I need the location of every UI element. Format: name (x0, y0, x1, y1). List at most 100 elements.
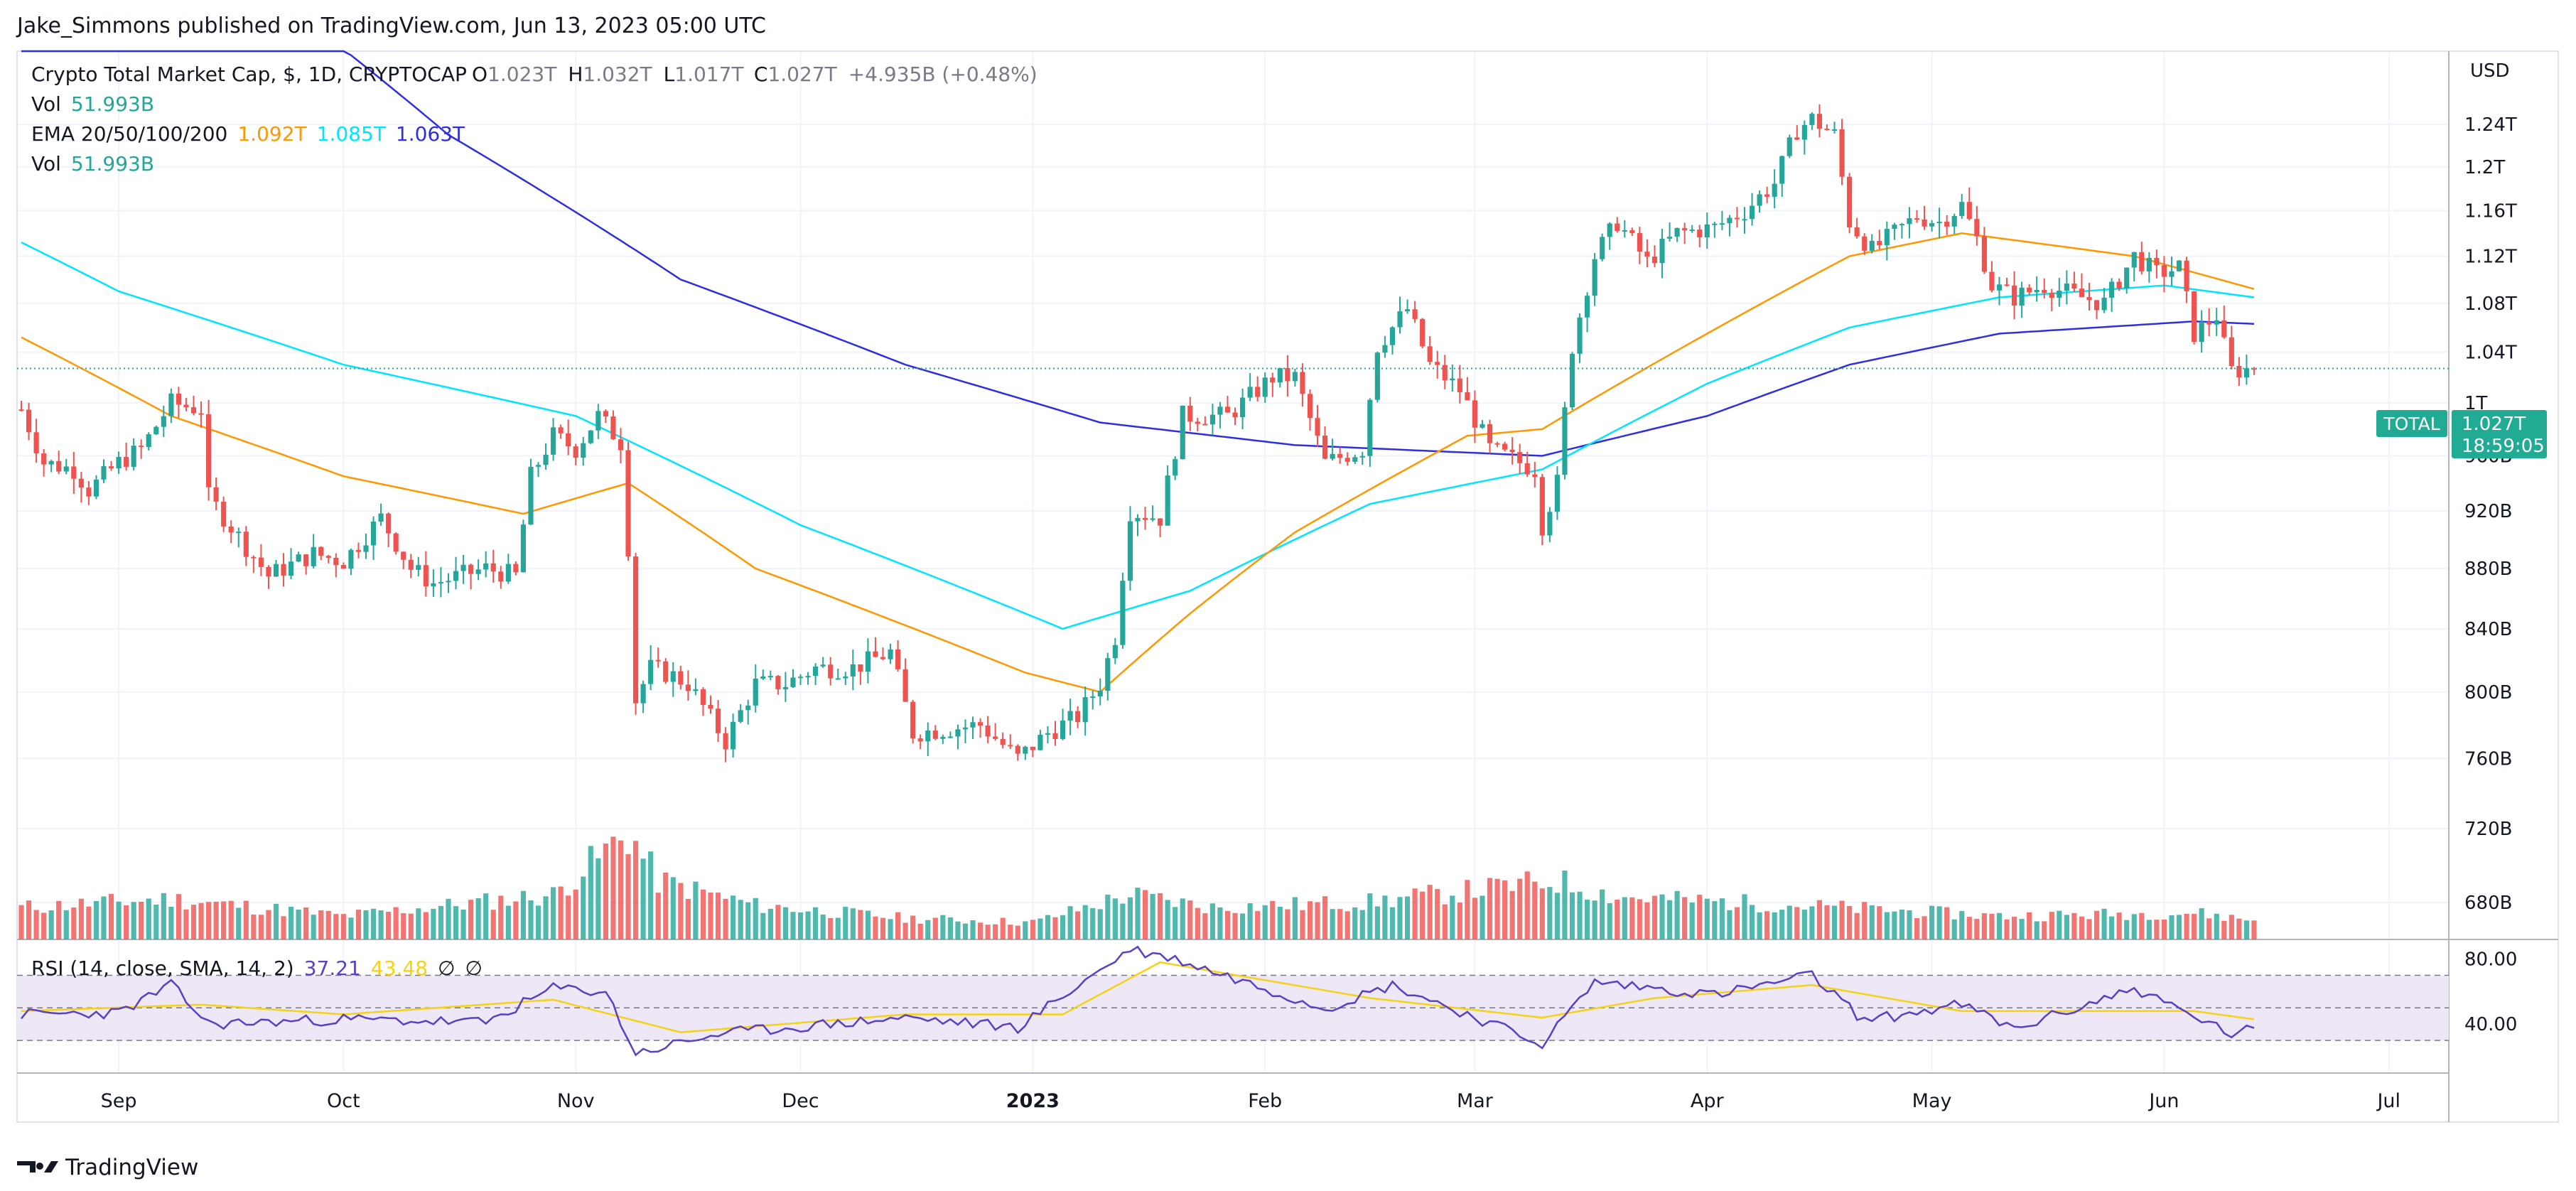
candle-body (738, 710, 743, 722)
candle-body (1892, 225, 1897, 230)
candle-body (640, 684, 646, 704)
volume-bar (1337, 909, 1343, 939)
candle-body (1907, 218, 1912, 225)
volume-bar (266, 910, 271, 939)
candle-body (1674, 227, 1680, 237)
volume-bar (723, 898, 728, 939)
volume-bar (588, 846, 593, 939)
volume-bar (41, 912, 47, 939)
volume-bar (2079, 916, 2085, 939)
price-tag-value: 1.027T (2462, 414, 2526, 435)
volume-bar (505, 905, 511, 939)
candle-body (490, 563, 496, 572)
candle-body (1480, 424, 1485, 428)
candle-body (2034, 289, 2039, 293)
candle-body (910, 701, 916, 739)
candle-body (1000, 738, 1006, 745)
volume-bar (483, 893, 489, 939)
volume-bar (625, 853, 631, 939)
volume-bar (1779, 910, 1785, 939)
candle-body (124, 457, 129, 467)
candle-body (625, 450, 631, 557)
candle-body (2214, 320, 2219, 325)
last-price-tag[interactable]: TOTAL 1.027T 18:59:05 (2376, 410, 2547, 458)
candle-body (348, 549, 354, 569)
candle-body (1936, 221, 1942, 224)
volume-bar (977, 922, 983, 939)
volume-bar (303, 907, 309, 939)
volume-bar (1592, 900, 1597, 939)
volume-bar (1315, 902, 1320, 939)
volume-bar (1764, 911, 1770, 939)
candle-body (1839, 129, 1845, 177)
volume-bar (446, 898, 451, 939)
volume-bar (1075, 911, 1081, 939)
tradingview-logo[interactable]: TradingView (17, 1155, 198, 1180)
candle-body (603, 411, 608, 417)
volume-bar (1307, 901, 1313, 939)
volume-bar (1180, 898, 1185, 939)
candle-body (745, 705, 751, 711)
candle-body (1202, 424, 1208, 426)
volume-bar (1472, 898, 1478, 939)
vol2-legend: Vol 51.993B (31, 152, 154, 176)
candle-body (1607, 223, 1612, 237)
candle-body (993, 736, 998, 739)
y-tick-label: 1.08T (2464, 293, 2517, 315)
candle-body (1600, 237, 1605, 259)
volume-bar (236, 907, 242, 939)
volume-bar (93, 900, 99, 939)
volume-bar (221, 901, 227, 939)
candle-body (1315, 418, 1320, 436)
volume-bar (2184, 913, 2189, 939)
candle-body (1277, 367, 1283, 383)
candle-body (176, 393, 181, 405)
candle-body (1869, 241, 1875, 251)
volume-bar (551, 887, 556, 939)
candle-body (1412, 309, 1418, 319)
symbol-title: Crypto Total Market Cap, $, 1D, CRYPTOCA… (31, 63, 467, 86)
candle-body (1187, 405, 1193, 422)
ohlc-change: +4.935B (+0.48%) (848, 63, 1038, 86)
candle-body (685, 684, 691, 691)
candle-body (296, 554, 301, 562)
candle-body (715, 708, 721, 733)
volume-bar (108, 893, 114, 939)
ema-legend-value-0: 1.092T (237, 122, 307, 146)
volume-bar (1615, 900, 1620, 939)
candle-body (1420, 318, 1426, 347)
volume-bar (1562, 871, 1568, 939)
volume-bar (1569, 892, 1575, 939)
y-tick-label: 1.04T (2464, 343, 2517, 364)
candle-body (26, 409, 32, 433)
volume-bar (2176, 915, 2182, 939)
candle-body (131, 446, 136, 467)
volume-bar (48, 910, 54, 939)
candle-body (1809, 114, 1815, 125)
candle-body (1659, 238, 1665, 264)
candle-body (1158, 518, 1163, 526)
volume-bar (581, 876, 586, 939)
candle-body (1112, 645, 1118, 659)
volume-bar (1487, 878, 1493, 939)
volume-bar (1607, 903, 1612, 939)
volume-bar (1907, 910, 1912, 939)
volume-bar (873, 916, 878, 939)
volume-bar (378, 910, 384, 939)
volume-bar (1539, 888, 1545, 939)
volume-bar (333, 914, 339, 939)
candle-body (446, 581, 451, 583)
candle-body (1494, 443, 1500, 445)
volume-bar (1884, 912, 1890, 939)
volume-bar (1232, 912, 1238, 939)
candle-body (1554, 475, 1560, 512)
candle-body (63, 466, 69, 472)
volume-bar (453, 906, 459, 939)
volume-bar (26, 900, 32, 939)
candle-body (251, 556, 257, 559)
volume-bar (386, 912, 392, 939)
candle-body (797, 677, 804, 679)
candle-body (888, 649, 893, 659)
